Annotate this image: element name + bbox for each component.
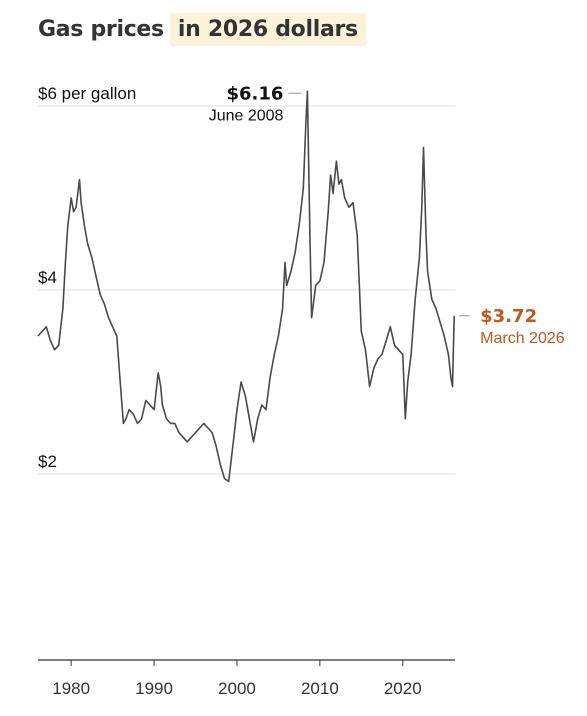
gridlines [38,105,455,475]
x-tick-label-1980: 1980 [52,679,90,698]
x-tick-label-2000: 2000 [218,679,256,698]
annotations: $6.16 June 2008 $3.72 March 2026 [209,83,565,346]
title-text: Gas prices [38,16,164,42]
y-tick-labels: $6 per gallon $4 $2 [38,84,136,471]
y-tick-label-6: $6 per gallon [38,84,136,103]
series-line-0 [37,90,455,483]
chart-title: Gas prices in 2026 dollars [38,10,366,48]
peak-value-label: $6.16 [226,83,283,104]
y-tick-label-2: $2 [38,452,57,471]
y-tick-label-4: $4 [38,268,57,287]
x-tick-label-1990: 1990 [135,679,173,698]
title-highlight: in 2026 dollars [169,12,366,46]
x-tick-label-2020: 2020 [384,679,422,698]
x-axis: 1980 1990 2000 2010 2020 [38,659,455,698]
series-group [37,90,455,483]
peak-date-label: June 2008 [209,107,284,124]
latest-date-label: March 2026 [480,330,565,347]
x-tick-label-2010: 2010 [301,679,339,698]
latest-value-label: $3.72 [480,306,537,327]
